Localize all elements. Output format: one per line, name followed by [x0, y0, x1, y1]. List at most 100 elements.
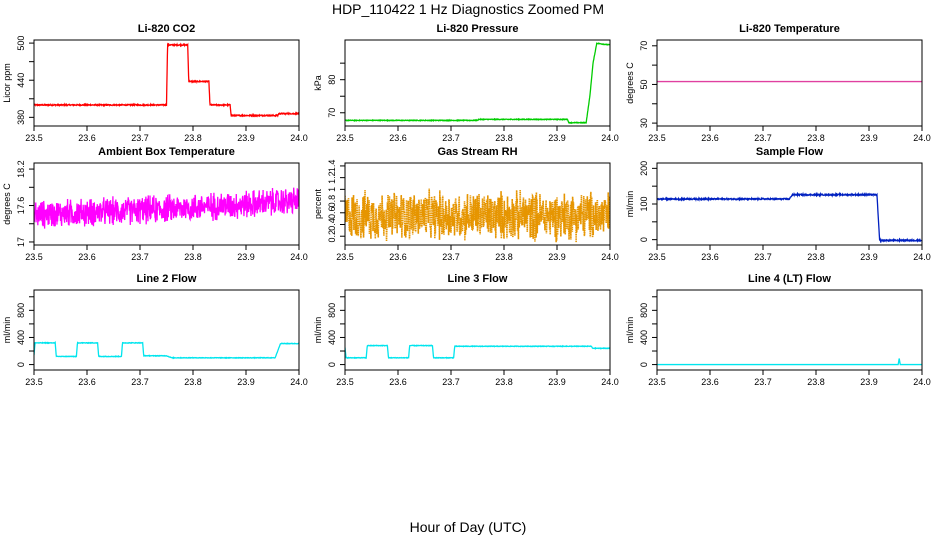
x-tick-label: 23.9: [860, 133, 878, 143]
x-tick-label: 23.6: [701, 252, 719, 262]
panel-2: Li-820 Pressure kPa 23.5 23.6 23.7 23.8 23.9 24…: [313, 23, 619, 143]
x-tick-label: 23.7: [442, 377, 460, 387]
x-tick-label: 23.9: [548, 377, 566, 387]
x-tick-label: 23.6: [389, 377, 407, 387]
x-tick-label: 23.5: [336, 252, 354, 262]
x-tick-label: 23.6: [78, 252, 96, 262]
x-tick-label: 24.0: [601, 252, 619, 262]
y-tick-label: 380: [16, 110, 26, 125]
y-tick-label: 18.2: [16, 160, 26, 178]
y-tick-label: 70: [327, 108, 337, 118]
y-tick-label: 0: [16, 362, 26, 367]
x-tick-label: 23.8: [495, 252, 513, 262]
y-tick-label: 0.6: [327, 207, 337, 220]
panel-title: Ambient Box Temperature: [98, 146, 235, 158]
x-tick-label: 23.9: [548, 133, 566, 143]
panel-title: Li-820 Pressure: [437, 23, 519, 35]
y-tick-label: 500: [16, 36, 26, 51]
x-tick-label: 23.7: [754, 252, 772, 262]
y-tick-label: 800: [327, 303, 337, 318]
data-series-line: [345, 188, 610, 243]
panel-7: Line 2 Flow ml/min 23.5 23.6 23.7 23.8 23.9 24.…: [2, 273, 308, 387]
panel-title: Sample Flow: [756, 146, 824, 158]
x-axis-title: Hour of Day (UTC): [409, 519, 527, 535]
data-series-line: [34, 340, 299, 360]
panel-6: Sample Flow ml/min 23.5 23.6 23.7 23.8 23.9 24.…: [625, 146, 931, 262]
y-tick-label: 400: [327, 330, 337, 345]
y-tick-label: 400: [16, 330, 26, 345]
panel-title: Line 3 Flow: [448, 273, 508, 285]
panel-title: Line 2 Flow: [137, 273, 197, 285]
y-tick-label: 0: [639, 362, 649, 367]
x-tick-label: 23.8: [807, 133, 825, 143]
y-axis-label: ml/min: [313, 317, 323, 344]
y-tick-label: 80: [327, 75, 337, 85]
data-series-line: [34, 187, 299, 229]
x-tick-label: 24.0: [601, 377, 619, 387]
x-tick-label: 23.7: [754, 377, 772, 387]
x-tick-label: 23.5: [336, 377, 354, 387]
panel-4: Ambient Box Temperature degrees C 23.5 23.6…: [2, 146, 308, 262]
plot-frame: [344, 162, 611, 246]
panel-5: Gas Stream RH percent 23.5 23.6 23.7 23.8 23.9…: [313, 146, 619, 262]
x-tick-label: 24.0: [913, 133, 931, 143]
x-tick-label: 23.7: [131, 133, 149, 143]
x-tick-label: 23.6: [389, 133, 407, 143]
y-tick-label: 1.4: [327, 160, 337, 173]
panel-title: Line 4 (LT) Flow: [748, 273, 831, 285]
x-tick-label: 23.6: [701, 377, 719, 387]
y-tick-label: 800: [639, 303, 649, 318]
x-tick-label: 23.8: [807, 252, 825, 262]
data-series-line: [657, 191, 922, 244]
panel-title: Li-820 Temperature: [739, 23, 840, 35]
x-tick-label: 23.9: [548, 252, 566, 262]
x-tick-label: 23.6: [78, 377, 96, 387]
x-tick-label: 24.0: [601, 133, 619, 143]
y-tick-label: 400: [639, 330, 649, 345]
x-tick-label: 23.6: [701, 133, 719, 143]
panel-1: Li-820 CO2 Licor ppm 23.5 23.6 23.7 23.8 23.9 2…: [2, 23, 308, 143]
x-tick-label: 23.5: [648, 377, 666, 387]
x-tick-label: 23.8: [495, 377, 513, 387]
panel-title: Gas Stream RH: [437, 146, 517, 158]
panel-3: Li-820 Temperature degrees C 23.5 23.6 23.7 2…: [625, 23, 931, 143]
x-tick-label: 23.8: [184, 133, 202, 143]
panel-title: Li-820 CO2: [138, 23, 195, 35]
x-tick-label: 23.9: [237, 252, 255, 262]
y-axis-label: ml/min: [625, 317, 635, 344]
x-tick-label: 23.5: [336, 133, 354, 143]
data-series-line: [657, 358, 922, 366]
x-tick-label: 23.8: [184, 377, 202, 387]
plot-frame: [656, 39, 923, 127]
plot-frame: [344, 39, 611, 127]
y-tick-label: 70: [639, 41, 649, 51]
x-tick-label: 23.9: [237, 377, 255, 387]
plot-frame: [344, 289, 611, 371]
x-tick-label: 23.5: [25, 133, 43, 143]
y-tick-label: 1: [327, 187, 337, 192]
y-axis-label: ml/min: [625, 191, 635, 218]
plot-frame: [33, 39, 300, 127]
y-tick-label: 0: [639, 237, 649, 242]
plot-frame: [656, 162, 923, 246]
y-tick-label: 800: [16, 303, 26, 318]
y-tick-label: 17: [16, 237, 26, 247]
x-tick-label: 23.7: [442, 252, 460, 262]
x-tick-label: 24.0: [913, 252, 931, 262]
x-tick-label: 23.7: [131, 377, 149, 387]
plot-frame: [33, 289, 300, 371]
panel-9: Line 4 (LT) Flow ml/min 23.5 23.6 23.7 23.8 23…: [625, 273, 931, 387]
y-axis-label: ml/min: [2, 317, 12, 344]
y-tick-label: 0.8: [327, 195, 337, 208]
y-tick-label: 30: [639, 118, 649, 128]
x-tick-label: 23.6: [389, 252, 407, 262]
x-tick-label: 24.0: [290, 377, 308, 387]
x-tick-label: 24.0: [290, 252, 308, 262]
y-tick-label: 100: [639, 196, 649, 211]
figure-title: HDP_110422 1 Hz Diagnostics Zoomed PM: [331, 1, 605, 17]
x-tick-label: 23.7: [442, 133, 460, 143]
x-tick-label: 24.0: [290, 133, 308, 143]
y-axis-label: degrees C: [2, 183, 12, 225]
y-tick-label: 440: [16, 73, 26, 88]
